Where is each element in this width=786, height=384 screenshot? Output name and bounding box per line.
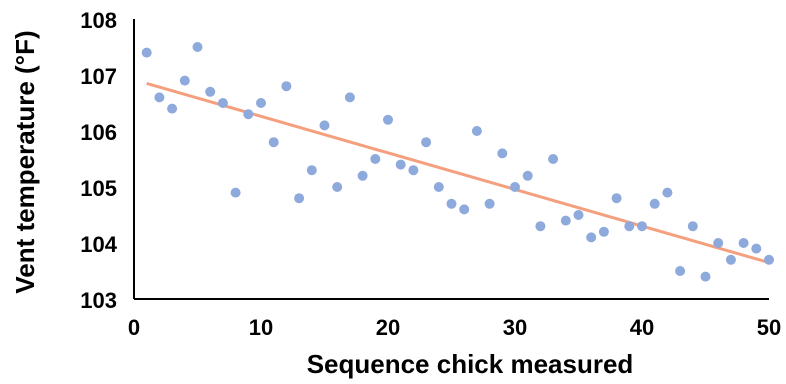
x-tick-label: 40	[630, 315, 654, 340]
data-point	[357, 170, 368, 181]
x-tick-label: 20	[376, 315, 400, 340]
data-point	[637, 221, 647, 232]
x-tick-label: 30	[503, 315, 527, 340]
data-point	[687, 221, 698, 232]
data-point	[408, 165, 419, 176]
data-point	[268, 137, 279, 148]
trendline	[146, 81, 770, 265]
data-point	[141, 47, 152, 58]
trendline-layer	[146, 81, 770, 265]
data-point	[560, 215, 571, 226]
data-point	[725, 254, 736, 265]
x-axis-title: Sequence chick measured	[307, 349, 634, 379]
data-point	[573, 210, 584, 220]
data-point	[751, 243, 762, 254]
data-point	[624, 221, 635, 232]
y-tick-label: 104	[80, 232, 117, 257]
y-tick-label: 108	[80, 8, 117, 33]
x-tick-label: 10	[249, 315, 273, 340]
x-tick-label: 50	[757, 315, 781, 340]
data-point	[294, 193, 305, 204]
data-point	[167, 103, 178, 114]
data-point	[662, 187, 673, 198]
y-axis-title: Vent temperature (°F)	[10, 30, 40, 293]
axes-layer	[133, 19, 769, 300]
data-point	[217, 98, 228, 108]
data-point	[510, 182, 520, 192]
data-point	[344, 92, 355, 103]
data-point	[700, 271, 711, 282]
y-tick-label: 106	[80, 120, 117, 145]
y-tick-labels: 103 104 105 106 107 108	[80, 8, 117, 313]
data-point	[281, 81, 292, 92]
data-point	[179, 75, 190, 86]
data-point	[675, 266, 686, 276]
data-point	[738, 238, 749, 248]
data-point	[484, 198, 495, 209]
data-point	[459, 204, 470, 215]
points-layer	[141, 42, 774, 282]
data-point	[764, 254, 774, 265]
data-point	[154, 92, 165, 103]
y-tick-label: 103	[80, 288, 117, 313]
data-point	[713, 238, 724, 248]
data-point	[649, 198, 660, 209]
data-point	[332, 182, 343, 192]
data-point	[205, 86, 216, 97]
data-point	[243, 109, 254, 120]
data-point	[192, 42, 203, 52]
data-point	[383, 114, 393, 125]
data-point	[395, 159, 406, 170]
data-point	[319, 120, 330, 131]
x-tick-label: 0	[128, 315, 140, 340]
y-tick-label: 107	[80, 64, 117, 89]
data-point	[598, 226, 609, 237]
y-tick-label: 105	[80, 176, 117, 201]
x-tick-labels: 0 10 20 30 40 50	[128, 315, 781, 340]
data-point	[586, 232, 597, 243]
data-point	[421, 137, 432, 148]
data-point	[497, 148, 508, 159]
data-point	[548, 154, 559, 164]
data-point	[230, 187, 241, 198]
data-point	[611, 193, 622, 204]
data-point	[522, 170, 533, 181]
data-point	[306, 165, 317, 176]
data-point	[256, 98, 266, 108]
data-point	[446, 198, 457, 209]
data-point	[433, 182, 444, 192]
data-point	[535, 221, 546, 232]
data-point	[471, 126, 482, 136]
data-point	[370, 154, 381, 164]
